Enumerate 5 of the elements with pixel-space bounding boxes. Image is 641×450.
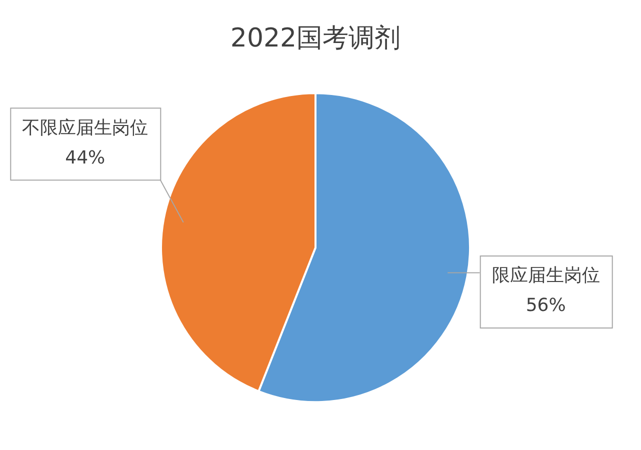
- data-label: 56%: [526, 295, 566, 316]
- data-label: 44%: [65, 147, 106, 168]
- slice-label: 不限应届生岗位: [22, 117, 148, 138]
- slice-label: 限应届生岗位: [492, 265, 600, 286]
- chart-title: 2022国考调剂: [230, 23, 401, 54]
